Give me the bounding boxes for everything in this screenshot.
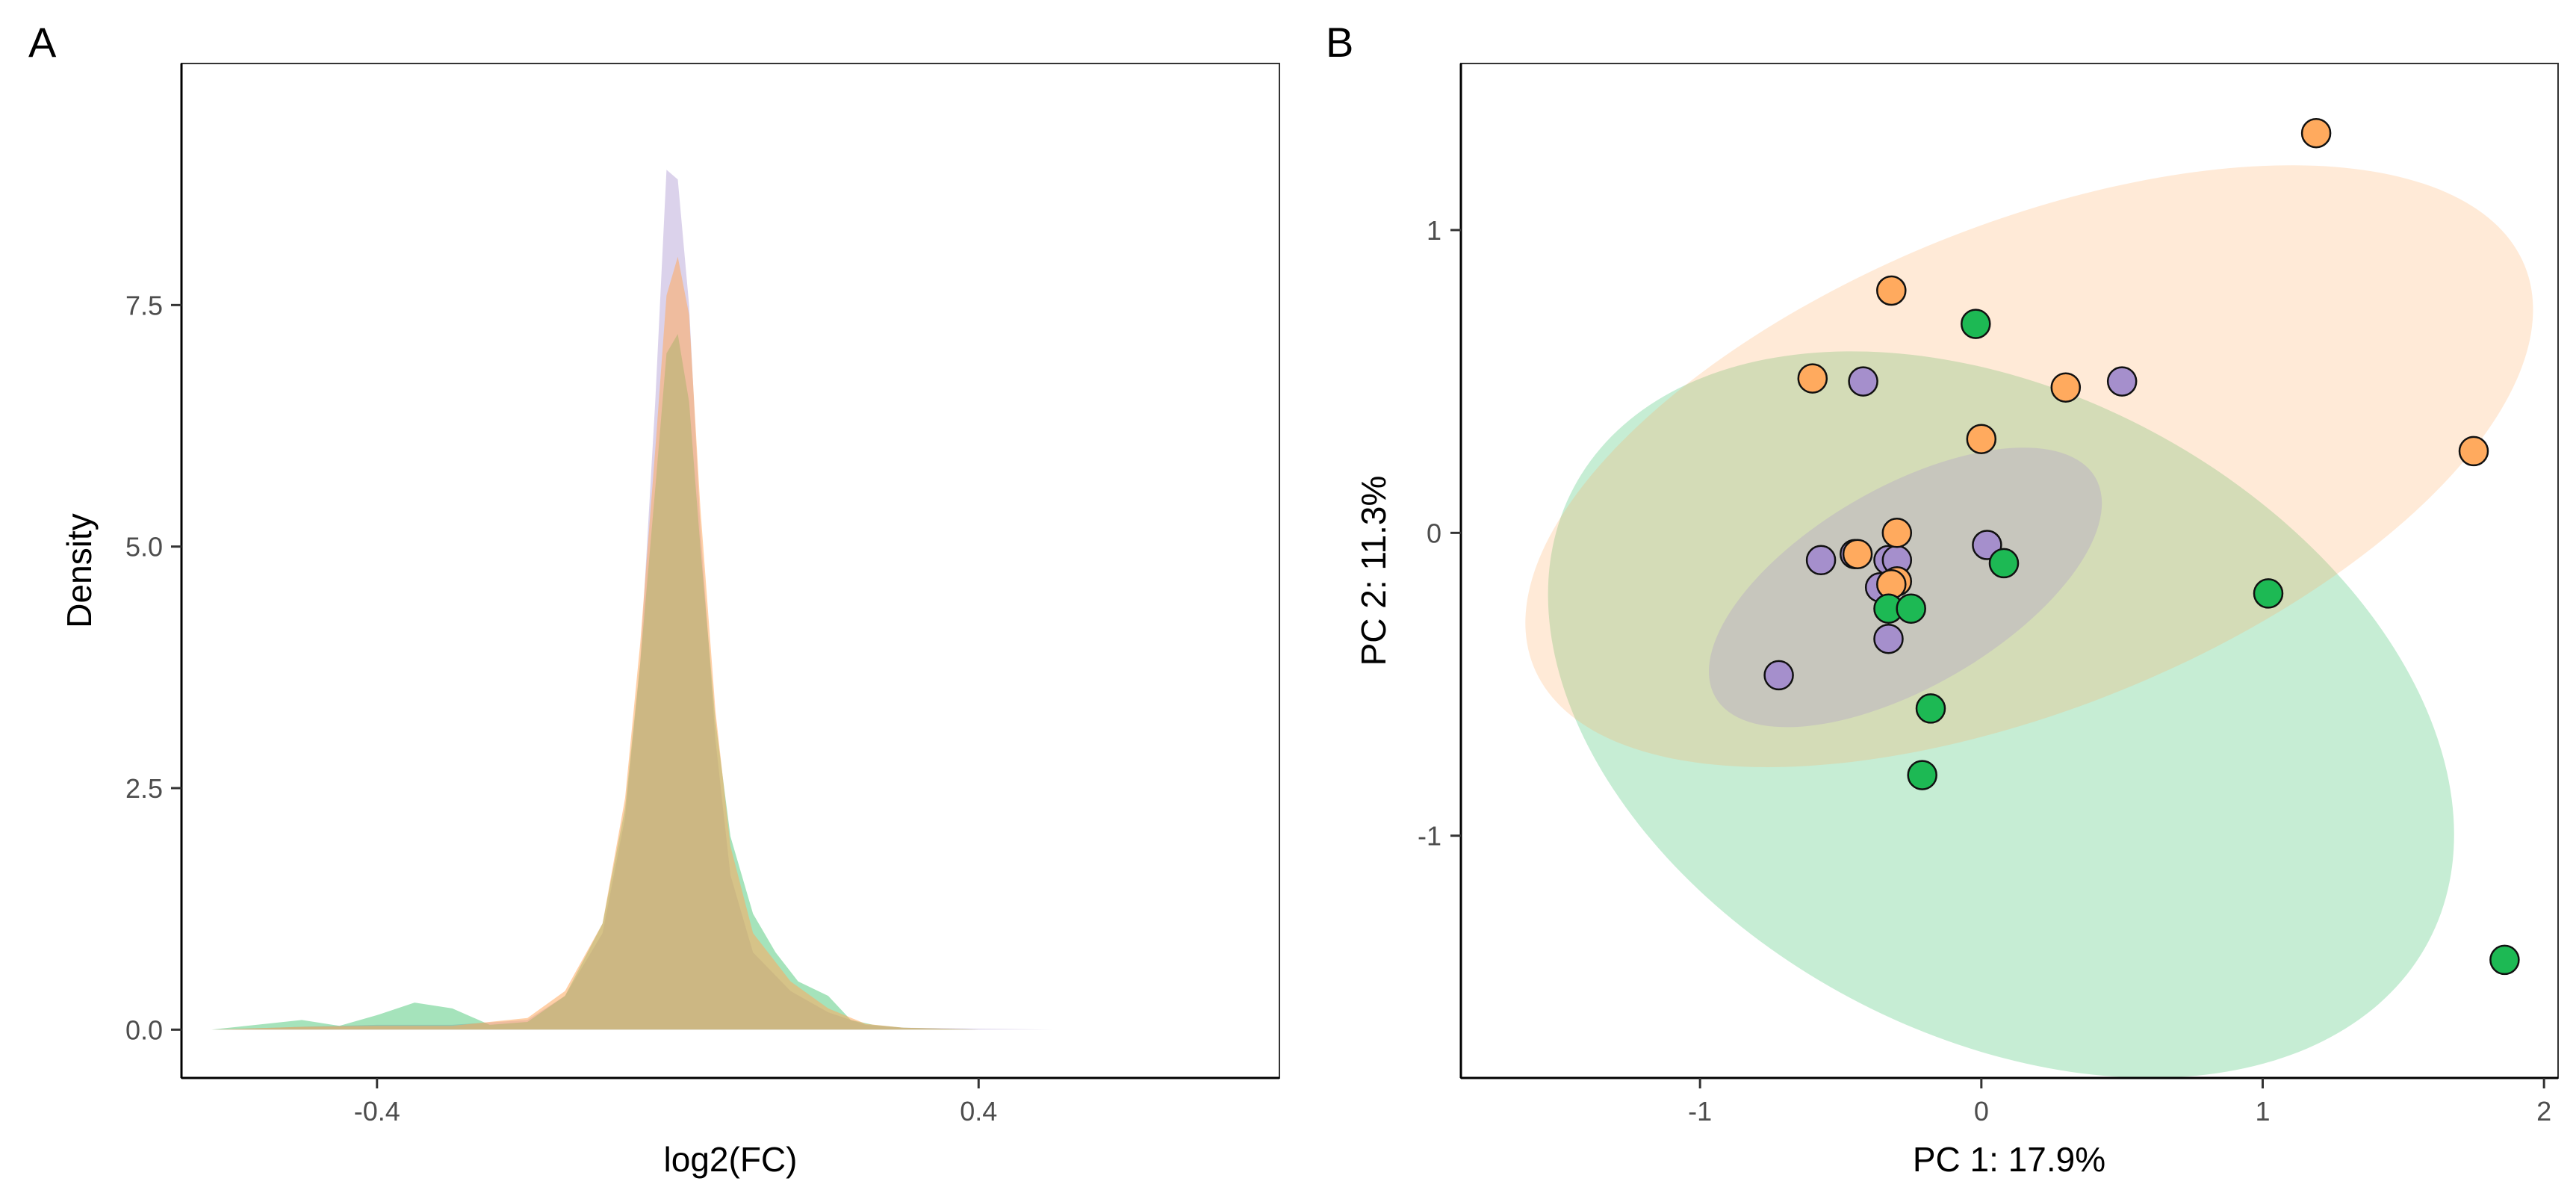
data-point-purple (1805, 545, 1837, 576)
pca-panel: B -1 0 1 2 -1 0 1 PC 1: 17.9% PC 2: 11.3% (1326, 19, 2559, 1179)
data-point-orange (2458, 436, 2489, 467)
y-tick-label-a: 5.0 (125, 532, 163, 563)
data-point-green (1896, 593, 1926, 624)
panel-label-b: B (1326, 19, 1353, 66)
density-panel: A -0.4 0.4 0.0 2.5 5.0 7.5 log2(FC) Density (28, 19, 1280, 1179)
x-tick-label-b: 1 (2255, 1096, 2270, 1127)
data-point-green (1961, 309, 1991, 339)
axis-ticks-b: -1 0 1 2 -1 0 1 (1418, 215, 2551, 1127)
data-point-orange (2300, 117, 2332, 149)
y-tick-label-b: -1 (1418, 821, 1441, 852)
x-tick-label-a: -0.4 (354, 1096, 400, 1127)
data-point-orange (1876, 275, 1907, 306)
y-tick-label-a: 0.0 (125, 1014, 163, 1045)
y-tick-label-b: 1 (1427, 215, 1441, 246)
y-tick-label-a: 7.5 (125, 290, 163, 320)
ellipse-orange (1525, 165, 2533, 767)
data-point-orange (1797, 363, 1828, 394)
data-point-green (2253, 578, 2284, 609)
x-tick-label-b: 2 (2536, 1096, 2551, 1127)
data-point-green (1907, 760, 1937, 790)
y-axis-title-a: Density (60, 513, 99, 628)
y-axis-title-b: PC 2: 11.3% (1354, 476, 1393, 666)
data-point-purple (1873, 623, 1904, 654)
density-areas (211, 170, 1114, 1030)
x-axis-title-b: PC 1: 17.9% (1913, 1140, 2105, 1179)
data-point-orange (1966, 424, 1997, 454)
density-area-orange (211, 256, 1054, 1030)
x-tick-label-b: -1 (1688, 1096, 1712, 1127)
data-point-green (1988, 548, 2020, 579)
data-point-green (1915, 693, 1946, 724)
data-point-orange (2050, 372, 2082, 403)
y-tick-label-b: 0 (1427, 518, 1441, 548)
pca-points (1763, 117, 2520, 976)
data-point-purple (1848, 366, 1878, 397)
x-tick-label-b: 0 (1974, 1096, 1989, 1127)
data-point-orange (1881, 518, 1913, 548)
y-tick-label-a: 2.5 (125, 773, 163, 804)
data-point-green (2489, 944, 2520, 976)
ellipse-green (1548, 351, 2454, 1078)
panel-label-a: A (28, 19, 57, 66)
x-axis-title-a: log2(FC) (664, 1140, 798, 1179)
data-point-orange (1842, 539, 1873, 569)
confidence-ellipses (1525, 165, 2533, 1078)
axis-ticks-a: -0.4 0.4 0.0 2.5 5.0 7.5 (125, 290, 997, 1127)
data-point-purple (1763, 660, 1794, 691)
x-tick-label-a: 0.4 (960, 1096, 997, 1127)
data-point-purple (2106, 366, 2138, 397)
